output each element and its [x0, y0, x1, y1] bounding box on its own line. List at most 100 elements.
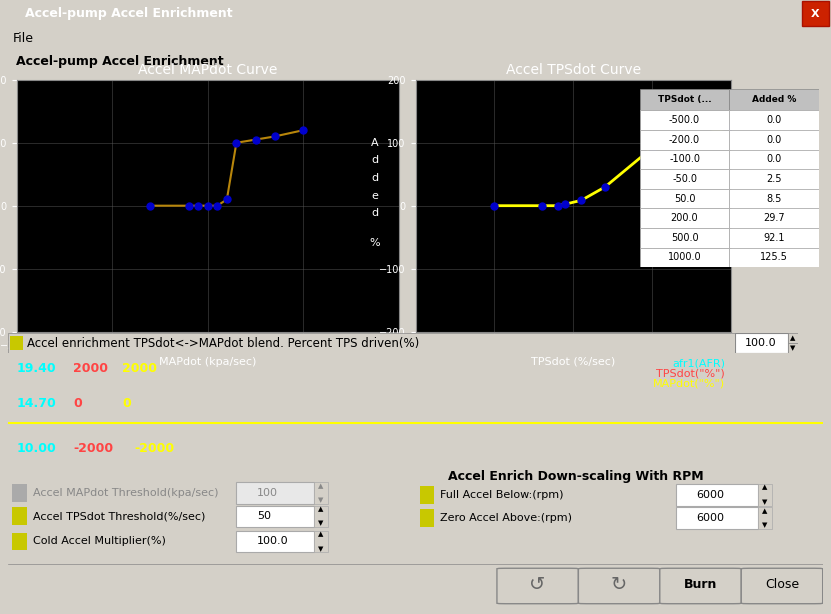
Text: Accel Enrich Down-scaling With RPM: Accel Enrich Down-scaling With RPM — [448, 470, 704, 483]
Text: TPSdot("%"): TPSdot("%") — [656, 368, 725, 378]
Text: 19.40: 19.40 — [17, 362, 56, 375]
Bar — [640, 208, 730, 228]
Text: 0: 0 — [73, 397, 82, 410]
Text: Zero Accel Above:(rpm): Zero Accel Above:(rpm) — [440, 513, 572, 523]
Bar — [640, 130, 730, 150]
Text: A: A — [371, 138, 378, 148]
Bar — [730, 188, 819, 208]
Text: 2.5: 2.5 — [766, 174, 782, 184]
Point — [551, 201, 564, 211]
Bar — [730, 169, 819, 188]
Bar — [789, 333, 798, 343]
Point — [229, 138, 243, 148]
Text: 0.0: 0.0 — [766, 154, 781, 165]
Text: ↺: ↺ — [529, 575, 546, 594]
Bar — [236, 530, 314, 552]
Bar — [789, 343, 798, 353]
Text: -200.0: -200.0 — [669, 135, 700, 145]
Text: Close: Close — [765, 578, 799, 591]
Bar — [236, 482, 314, 503]
Text: 100: 100 — [257, 488, 278, 498]
Text: 100.0: 100.0 — [257, 537, 288, 546]
Point — [182, 201, 195, 211]
Text: 2000: 2000 — [122, 362, 157, 375]
Bar — [676, 508, 758, 529]
Text: -2000: -2000 — [135, 443, 175, 456]
Bar — [12, 533, 27, 550]
Text: 1000.0: 1000.0 — [668, 252, 701, 262]
Bar — [730, 111, 819, 130]
Text: 14.70: 14.70 — [17, 397, 57, 410]
Text: ▲: ▲ — [762, 508, 768, 514]
Point — [211, 201, 224, 211]
Text: 8.5: 8.5 — [766, 193, 782, 203]
Text: -500.0: -500.0 — [669, 115, 700, 125]
Bar — [236, 505, 314, 527]
Title: Accel MAPdot Curve: Accel MAPdot Curve — [138, 63, 278, 77]
Bar — [730, 247, 819, 267]
Bar — [730, 228, 819, 247]
Text: TPSdot (...: TPSdot (... — [657, 95, 711, 104]
Text: ▼: ▼ — [790, 345, 796, 351]
Text: 125.5: 125.5 — [760, 252, 788, 262]
Bar — [640, 228, 730, 247]
Point — [575, 195, 588, 205]
Text: 0.0: 0.0 — [766, 135, 781, 145]
Text: Accel TPSdot Threshold(%/sec): Accel TPSdot Threshold(%/sec) — [32, 511, 205, 521]
Bar — [730, 150, 819, 169]
Point — [725, 122, 738, 131]
Bar — [640, 150, 730, 169]
Text: 2000: 2000 — [73, 362, 109, 375]
Text: ▲: ▲ — [318, 483, 324, 489]
Text: d: d — [371, 173, 378, 183]
Bar — [758, 484, 772, 505]
Point — [598, 182, 612, 192]
Text: X: X — [811, 9, 819, 19]
FancyBboxPatch shape — [741, 569, 823, 604]
Text: 10.00: 10.00 — [17, 443, 57, 456]
Text: 92.1: 92.1 — [763, 233, 784, 243]
Text: 6000: 6000 — [696, 490, 725, 500]
Text: ▼: ▼ — [762, 499, 768, 505]
Text: Accel-pump Accel Enrichment: Accel-pump Accel Enrichment — [17, 55, 224, 68]
Text: d: d — [371, 208, 378, 218]
Bar — [640, 188, 730, 208]
Text: ▼: ▼ — [318, 546, 324, 552]
Point — [192, 201, 205, 211]
Text: ▼: ▼ — [318, 521, 324, 526]
X-axis label: MAPdot (kpa/sec): MAPdot (kpa/sec) — [159, 357, 257, 367]
Bar — [676, 484, 758, 505]
Text: ▲: ▲ — [790, 335, 796, 341]
Point — [558, 199, 572, 209]
Text: Burn: Burn — [684, 578, 717, 591]
Text: %: % — [369, 238, 380, 249]
Bar — [730, 208, 819, 228]
Text: 100.0: 100.0 — [745, 338, 776, 348]
Bar — [758, 508, 772, 529]
Bar — [802, 1, 829, 26]
Bar — [12, 484, 27, 502]
Bar — [314, 505, 328, 527]
Text: ▼: ▼ — [762, 523, 768, 529]
Text: 500.0: 500.0 — [671, 233, 698, 243]
Text: e: e — [371, 190, 378, 201]
Text: ↻: ↻ — [611, 575, 627, 594]
Point — [646, 143, 659, 153]
Text: ▲: ▲ — [762, 484, 768, 491]
Text: -100.0: -100.0 — [669, 154, 700, 165]
Point — [249, 134, 263, 144]
Point — [144, 201, 157, 211]
Point — [297, 125, 310, 135]
Bar — [640, 89, 730, 111]
Bar — [420, 486, 435, 503]
Bar — [640, 111, 730, 130]
Bar — [730, 89, 819, 111]
Text: 29.7: 29.7 — [763, 213, 784, 223]
Text: ▼: ▼ — [318, 497, 324, 503]
Point — [268, 131, 282, 141]
Text: ▲: ▲ — [318, 531, 324, 537]
FancyBboxPatch shape — [660, 569, 741, 604]
Text: Cold Accel Multiplier(%): Cold Accel Multiplier(%) — [32, 537, 165, 546]
Point — [488, 201, 501, 211]
Text: 0.0: 0.0 — [766, 115, 781, 125]
